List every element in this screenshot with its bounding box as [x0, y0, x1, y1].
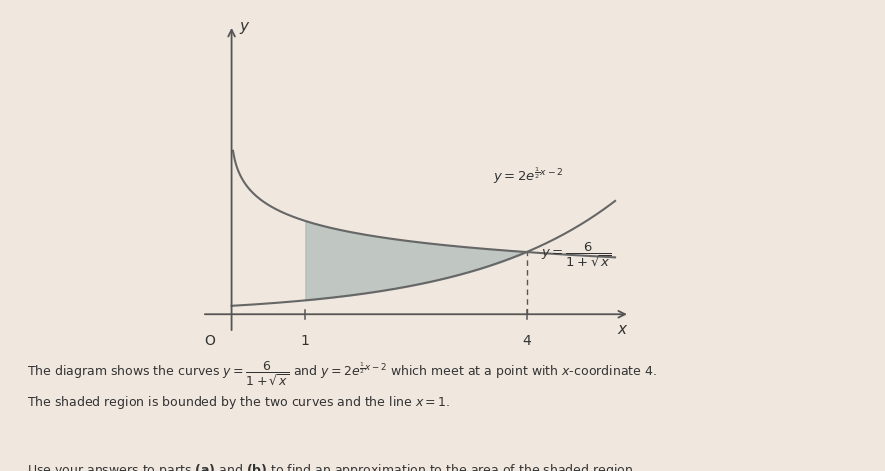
Text: 4: 4	[522, 334, 531, 349]
Text: $y$: $y$	[239, 20, 250, 36]
Text: $x$: $x$	[617, 322, 628, 337]
Text: Use your answers to parts $\mathbf{(a)}$ and $\mathbf{(b)}$ to find an approxima: Use your answers to parts $\mathbf{(a)}$…	[27, 462, 636, 471]
Text: $y = \dfrac{6}{1+\sqrt{x}}$: $y = \dfrac{6}{1+\sqrt{x}}$	[542, 241, 612, 269]
Text: 1: 1	[301, 334, 310, 349]
Text: The diagram shows the curves $y=\dfrac{6}{1+\sqrt{x}}$ and $y=2e^{\frac{1}{2}x-2: The diagram shows the curves $y=\dfrac{6…	[27, 360, 657, 389]
Text: O: O	[204, 334, 215, 349]
Text: The shaded region is bounded by the two curves and the line $x=1$.: The shaded region is bounded by the two …	[27, 394, 450, 411]
Text: $y = 2e^{\frac{1}{2}x-2}$: $y = 2e^{\frac{1}{2}x-2}$	[494, 165, 564, 186]
